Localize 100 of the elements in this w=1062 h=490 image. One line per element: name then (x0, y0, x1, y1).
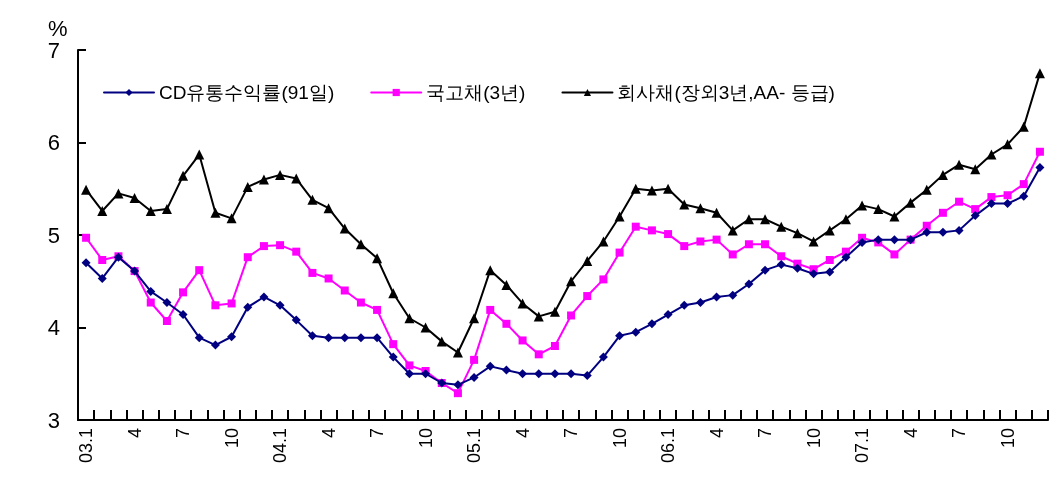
x-tick-label: 4 (318, 428, 339, 439)
point (276, 241, 285, 250)
point (922, 227, 932, 237)
point (890, 250, 899, 259)
point (695, 298, 705, 308)
point (728, 250, 737, 259)
point (938, 227, 948, 237)
point (113, 188, 124, 199)
point (518, 336, 527, 345)
point (824, 225, 835, 236)
point (162, 298, 172, 308)
point (921, 184, 932, 195)
point (97, 273, 107, 283)
x-tick-label: 10 (609, 428, 630, 449)
point (82, 233, 91, 242)
point (889, 211, 900, 222)
legend-label: CD유통수익률(91일) (159, 82, 335, 103)
point (1035, 147, 1044, 156)
point (259, 292, 269, 302)
point (712, 235, 721, 244)
point (792, 263, 802, 273)
point (275, 169, 286, 180)
point (711, 207, 722, 218)
point (226, 213, 237, 224)
point (615, 331, 625, 341)
point (954, 225, 964, 235)
point (421, 369, 431, 379)
point (292, 247, 301, 256)
point (404, 313, 415, 324)
point (145, 205, 156, 216)
point (308, 268, 317, 277)
point (598, 236, 609, 247)
point (340, 286, 349, 295)
point (534, 350, 543, 359)
point (809, 269, 819, 279)
point (1035, 162, 1045, 172)
point (178, 310, 188, 320)
point (436, 336, 447, 347)
point (550, 369, 560, 379)
point (339, 223, 350, 234)
point (227, 299, 236, 308)
point (469, 372, 479, 382)
point (566, 276, 577, 287)
point (567, 311, 576, 320)
point (420, 322, 431, 333)
x-tick-label: 4 (706, 428, 727, 439)
point (679, 199, 690, 210)
x-tick-label: 7 (173, 428, 194, 439)
point (517, 298, 528, 309)
point (695, 203, 706, 214)
point (501, 279, 512, 290)
point (857, 237, 867, 247)
point (727, 225, 738, 236)
point (1019, 180, 1028, 189)
point (485, 265, 496, 276)
x-tick-label: 10 (997, 428, 1018, 449)
point (227, 332, 237, 342)
point (356, 298, 365, 307)
point (647, 319, 657, 329)
point (243, 302, 253, 312)
x-tick-label: 10 (221, 428, 242, 449)
point (1003, 191, 1012, 200)
point (372, 253, 383, 264)
point (259, 242, 268, 251)
point (646, 185, 657, 196)
point (1018, 121, 1029, 132)
x-tick-label: 4 (900, 428, 921, 439)
x-tick-label: 4 (512, 428, 533, 439)
point (582, 255, 593, 266)
point (453, 380, 463, 390)
x-tick-label: 03.1 (76, 428, 97, 464)
point (841, 252, 851, 262)
point (179, 288, 188, 297)
point (81, 184, 92, 195)
point (452, 347, 463, 358)
point (291, 173, 302, 184)
point (97, 205, 108, 216)
point (808, 236, 819, 247)
legend-label: 국고채(3년) (426, 82, 526, 103)
point (195, 266, 204, 275)
point (549, 306, 560, 317)
point (889, 235, 899, 245)
point (1003, 199, 1013, 209)
point (598, 352, 608, 362)
point (1002, 139, 1013, 150)
point (550, 342, 559, 350)
point (258, 174, 269, 185)
point (1034, 68, 1045, 79)
point (405, 361, 414, 370)
point (323, 203, 334, 214)
point (986, 199, 996, 209)
point (355, 239, 366, 250)
point (388, 288, 399, 299)
point (307, 194, 318, 205)
point (1019, 191, 1029, 201)
point (146, 298, 155, 307)
point (970, 211, 980, 221)
point (388, 352, 398, 362)
point (291, 315, 301, 325)
point (389, 340, 398, 349)
